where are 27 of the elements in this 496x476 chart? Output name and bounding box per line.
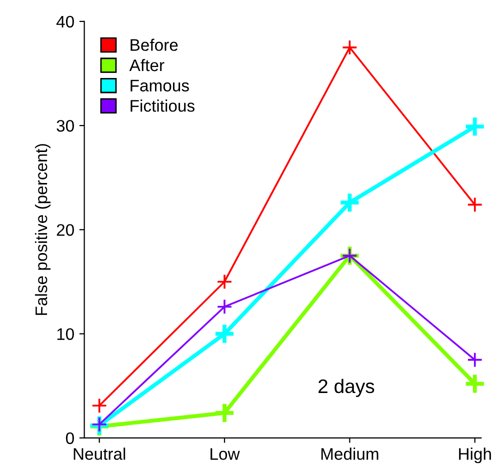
y-tick-label: 10 [57, 328, 74, 340]
y-tick-label: 30 [56, 120, 74, 132]
point [216, 298, 232, 315]
annotation: 2 days [318, 378, 374, 398]
y-tick-label: 0 [66, 432, 74, 444]
point [342, 40, 358, 56]
legend-label: Famous [130, 80, 189, 92]
point [216, 274, 232, 290]
point [214, 402, 236, 424]
y-tick-label: 40 [56, 16, 74, 28]
point [338, 192, 361, 214]
x-tick-label: High [459, 448, 491, 464]
legend-label: After [129, 58, 164, 72]
legend-label: Fictitious [130, 100, 194, 112]
point [91, 416, 108, 432]
point [214, 322, 236, 345]
point [464, 116, 486, 138]
y-axis-title: False positive (percent) [34, 144, 51, 315]
point [467, 352, 483, 368]
y-tick-label: 20 [56, 224, 74, 236]
x-tick-label: Neutral [74, 448, 126, 460]
legend-label: Before [130, 38, 178, 51]
x-tick-label: Medium [321, 448, 378, 460]
x-tick-label: Low [210, 448, 240, 460]
point [467, 196, 483, 213]
point [91, 398, 108, 414]
point [464, 372, 486, 395]
